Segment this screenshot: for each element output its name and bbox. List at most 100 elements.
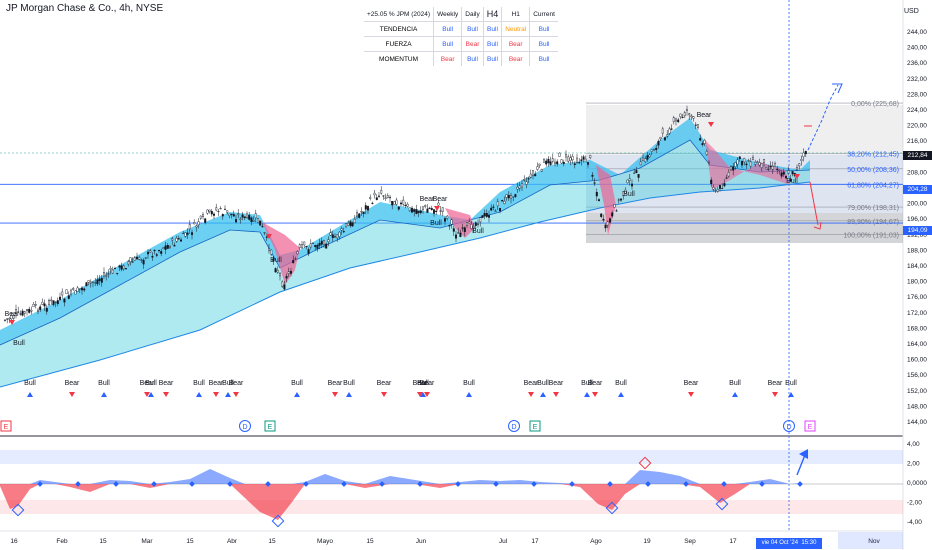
candle-body (144, 257, 147, 259)
fib-zone-upper (586, 105, 903, 243)
chart-label-bull: Bull (472, 228, 484, 235)
bear-arrow-icon (332, 392, 338, 397)
candle-body (404, 204, 407, 206)
candle-body (69, 289, 72, 295)
candle-body (637, 174, 640, 178)
candle-body (12, 314, 15, 319)
candle-body (166, 245, 169, 249)
candle-body (298, 244, 301, 248)
earnings-event-icon (804, 420, 816, 432)
time-tick-label: Jun (416, 538, 427, 545)
candle-body (274, 268, 277, 273)
bull-arrow-icon (584, 392, 590, 397)
osc-bull-divergence-icon (715, 497, 729, 511)
time-tick-label: 15 (186, 538, 194, 545)
candle-body (675, 118, 678, 122)
candle-body (184, 232, 187, 237)
candle-body (494, 210, 497, 212)
col-h4: H4 (483, 7, 503, 22)
bear-arrow-icon (381, 392, 387, 397)
candle-body (600, 213, 603, 217)
bear-projection-path (809, 181, 819, 226)
candle-body (708, 162, 711, 164)
candle-body (802, 152, 805, 157)
signal-label-bear: Bear (65, 380, 80, 387)
bull-arrow-icon (788, 392, 794, 397)
candle-body (140, 259, 143, 261)
currency-label[interactable]: USD (904, 8, 919, 15)
candle-body (259, 220, 262, 226)
event-label: E (533, 424, 538, 431)
candle-body (342, 231, 345, 233)
candle-body (179, 239, 182, 242)
candle-body (602, 218, 605, 221)
candle-body (153, 249, 156, 252)
candle-body (261, 226, 264, 228)
candle-body (41, 301, 44, 305)
price-tick-label: 240,00 (907, 45, 927, 52)
candle-body (631, 183, 634, 187)
candle-body (428, 207, 431, 209)
candle-body (723, 183, 726, 187)
price-tick-label: 188,00 (907, 247, 927, 254)
long-ma-line (0, 181, 811, 388)
osc-bear-divergence-icon (638, 456, 652, 470)
candle-body (285, 276, 288, 279)
candle-body (182, 232, 185, 234)
candle-body (151, 256, 154, 258)
bull-arrow-icon (732, 392, 738, 397)
candle-body (250, 217, 253, 222)
candle-body (391, 200, 394, 206)
candle-body (307, 249, 310, 254)
time-tick-label: Feb (56, 538, 68, 545)
col-weekly: Weekly (433, 7, 463, 22)
candle-body (400, 202, 403, 205)
candle-body (719, 184, 722, 189)
candle-body (408, 207, 411, 212)
signal-label-bull: Bull (729, 380, 741, 387)
candle-body (8, 318, 11, 320)
candle-body (373, 192, 376, 196)
bear-arrow-icon (213, 392, 219, 397)
price-tick-label: 160,00 (907, 357, 927, 364)
candle-body (228, 213, 231, 216)
candle-body (492, 206, 495, 208)
signal-label-bear: Bear (377, 380, 392, 387)
osc-cross-dot (455, 481, 461, 487)
table-cell: Bull (433, 21, 463, 37)
osc-up-arrow (796, 454, 806, 476)
bull-arrow-icon (148, 392, 154, 397)
candle-body (309, 243, 312, 248)
current-price-badge: 212,84 (903, 151, 932, 160)
osc-bull-divergence-icon (11, 503, 25, 517)
candle-body (463, 227, 466, 233)
candle-body (796, 167, 799, 170)
bull-arrow-icon (420, 392, 426, 397)
candle-body (265, 236, 268, 238)
candle-body (351, 222, 354, 227)
candle-body (765, 167, 768, 170)
candle-body (593, 182, 596, 184)
candle-body (168, 246, 171, 248)
candle-body (124, 268, 127, 270)
dividend-event-icon (508, 420, 520, 432)
candle-body (422, 206, 425, 210)
candle-body (591, 174, 594, 177)
candle-body (556, 161, 559, 165)
candle-body (131, 261, 134, 263)
candle-body (672, 117, 675, 122)
bear-arrow-icon (424, 392, 430, 397)
candle-body (237, 213, 240, 215)
candle-body (516, 186, 519, 190)
candle-body (287, 271, 290, 274)
bear-zone (262, 222, 300, 285)
candle-body (635, 170, 638, 173)
earnings-event-icon (264, 420, 276, 432)
candle-body (683, 112, 686, 117)
table-cell: Bear (433, 51, 463, 66)
candle-body (413, 209, 416, 212)
candle-body (54, 301, 57, 303)
candle-body (703, 139, 706, 144)
candle-body (668, 128, 671, 134)
